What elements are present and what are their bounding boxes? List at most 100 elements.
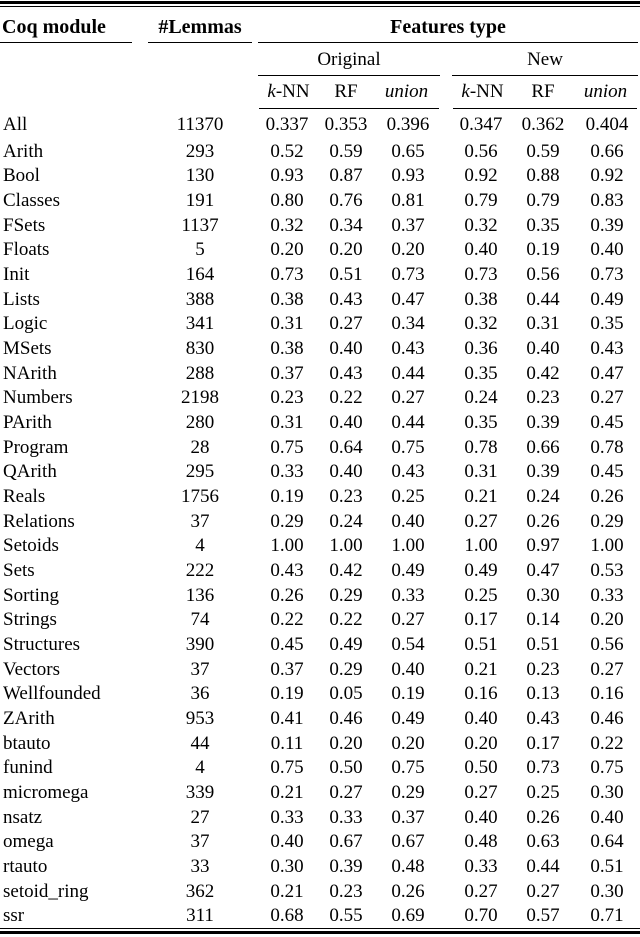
score-cell-original-rf: 0.29 (329, 658, 363, 680)
score-cell-original-rf: 0.59 (329, 140, 363, 162)
group-gap (442, 386, 450, 411)
score-cell-new-rf: 0.23 (526, 387, 560, 409)
score-cell-original-knn: 0.19 (270, 486, 304, 508)
score-cell-new-rf: 0.79 (526, 190, 560, 212)
score-cell-original-rf: 0.20 (329, 239, 363, 261)
score-cell-new-knn: 0.27 (464, 880, 498, 902)
lemma-count-cell: 830 (185, 338, 215, 360)
score-cell-original-rf: 0.64 (329, 436, 363, 458)
group-gap (442, 829, 450, 854)
score-cell-new-knn: 0.27 (464, 510, 498, 532)
score-cell-new-knn: 0.38 (464, 288, 498, 310)
table-row: micromega 339 0.21 0.27 0.29 0.27 0.25 0.30 (0, 780, 640, 805)
group-gap (442, 755, 450, 780)
score-cell-new-union: 0.27 (590, 387, 624, 409)
score-cell-original-union: 0.44 (391, 362, 425, 384)
score-cell-new-rf: 0.66 (526, 436, 560, 458)
table-row: MSets 830 0.38 0.40 0.43 0.36 0.40 0.43 (0, 336, 640, 361)
score-cell-original-knn: 0.80 (270, 190, 304, 212)
score-cell-original-rf: 0.43 (329, 362, 363, 384)
score-cell-original-union: 0.73 (391, 264, 425, 286)
module-name-cell: PArith (3, 412, 52, 434)
score-cell-new-union: 0.45 (590, 461, 624, 483)
score-cell-new-knn: 0.20 (464, 732, 498, 754)
score-cell-original-rf: 0.24 (329, 510, 363, 532)
score-cell-new-union: 0.40 (590, 239, 624, 261)
group-gap (442, 731, 450, 756)
lemma-count-cell: 164 (185, 264, 215, 286)
module-name-cell: Structures (3, 633, 81, 655)
score-cell-new-union: 0.26 (590, 486, 624, 508)
score-cell-new-knn: 0.33 (464, 855, 498, 877)
score-cell-original-union: 0.81 (391, 190, 425, 212)
score-cell-new-knn: 0.16 (464, 683, 498, 705)
sub-header-rf-original: RF (318, 76, 374, 109)
lemma-count-cell: 4 (195, 757, 205, 779)
empty-cell (144, 76, 256, 109)
table-row: Program 28 0.75 0.64 0.75 0.78 0.66 0.78 (0, 435, 640, 460)
group-gap (442, 854, 450, 879)
score-cell-original-rf: 0.51 (329, 264, 363, 286)
score-cell-original-rf: 0.87 (329, 165, 363, 187)
header-row-3: k-NN RF union k-NN RF union (0, 76, 640, 109)
score-cell-new-union: 0.33 (590, 584, 624, 606)
score-cell-original-union: 0.40 (391, 510, 425, 532)
module-name-cell: Floats (3, 239, 50, 261)
score-cell-new-knn: 0.40 (464, 707, 498, 729)
score-cell-new-union: 0.45 (590, 412, 624, 434)
score-cell-original-rf: 0.76 (329, 190, 363, 212)
table-row: PArith 280 0.31 0.40 0.44 0.35 0.39 0.45 (0, 410, 640, 435)
score-cell-original-rf: 0.46 (329, 707, 363, 729)
table-top-rule-thin (0, 6, 640, 7)
score-cell-new-union: 0.49 (590, 288, 624, 310)
lemma-count-cell: 1137 (181, 214, 219, 236)
table-row: NArith 288 0.37 0.43 0.44 0.35 0.42 0.47 (0, 361, 640, 386)
score-cell-new-knn: 0.70 (464, 905, 498, 927)
lemma-count-cell: 293 (185, 140, 215, 162)
score-cell-original-rf: 0.22 (329, 609, 363, 631)
score-cell-original-rf: 0.40 (329, 461, 363, 483)
group-gap (442, 681, 450, 706)
score-cell-original-union: 0.396 (386, 113, 430, 135)
score-cell-original-knn: 0.37 (270, 658, 304, 680)
score-cell-original-knn: 0.38 (270, 288, 304, 310)
score-cell-original-rf: 0.20 (329, 732, 363, 754)
lemma-count-cell: 953 (185, 707, 215, 729)
group-gap (442, 435, 450, 460)
table-row: Strings 74 0.22 0.22 0.27 0.17 0.14 0.20 (0, 607, 640, 632)
score-cell-original-knn: 0.32 (270, 214, 304, 236)
score-cell-original-union: 0.47 (391, 288, 425, 310)
lemma-count-cell: 37 (190, 831, 210, 853)
group-gap (442, 164, 450, 189)
lemma-count-cell: 280 (185, 412, 215, 434)
lemma-count-cell: 288 (185, 362, 215, 384)
group-gap (442, 509, 450, 534)
score-cell-original-knn: 0.11 (270, 732, 304, 754)
score-cell-original-rf: 0.55 (329, 905, 363, 927)
lemma-count-cell: 5 (195, 239, 205, 261)
module-name-cell: NArith (3, 362, 57, 384)
score-cell-original-knn: 0.21 (270, 781, 304, 803)
score-cell-new-rf: 0.39 (526, 412, 560, 434)
module-name-cell: Vectors (3, 658, 60, 680)
lemma-count-cell: 362 (185, 880, 215, 902)
table-row: Structures 390 0.45 0.49 0.54 0.51 0.51 0.56 (0, 632, 640, 657)
module-name-cell: Sets (3, 559, 35, 581)
score-cell-original-knn: 0.29 (270, 510, 304, 532)
score-cell-original-rf: 0.23 (329, 880, 363, 902)
score-cell-original-rf: 0.27 (329, 781, 363, 803)
score-cell-original-rf: 0.39 (329, 855, 363, 877)
module-name-cell: omega (3, 831, 54, 853)
lemma-count-cell: 11370 (176, 113, 224, 135)
score-cell-original-rf: 0.67 (329, 831, 363, 853)
lemma-count-cell: 130 (185, 165, 215, 187)
score-cell-new-union: 0.39 (590, 214, 624, 236)
table-row: funind 4 0.75 0.50 0.75 0.50 0.73 0.75 (0, 755, 640, 780)
score-cell-new-rf: 0.59 (526, 140, 560, 162)
score-cell-original-knn: 0.31 (270, 313, 304, 335)
score-cell-original-union: 0.93 (391, 165, 425, 187)
score-cell-new-rf: 0.39 (526, 461, 560, 483)
group-gap (442, 262, 450, 287)
score-cell-original-knn: 0.52 (270, 140, 304, 162)
lemma-count-cell: 341 (185, 313, 215, 335)
